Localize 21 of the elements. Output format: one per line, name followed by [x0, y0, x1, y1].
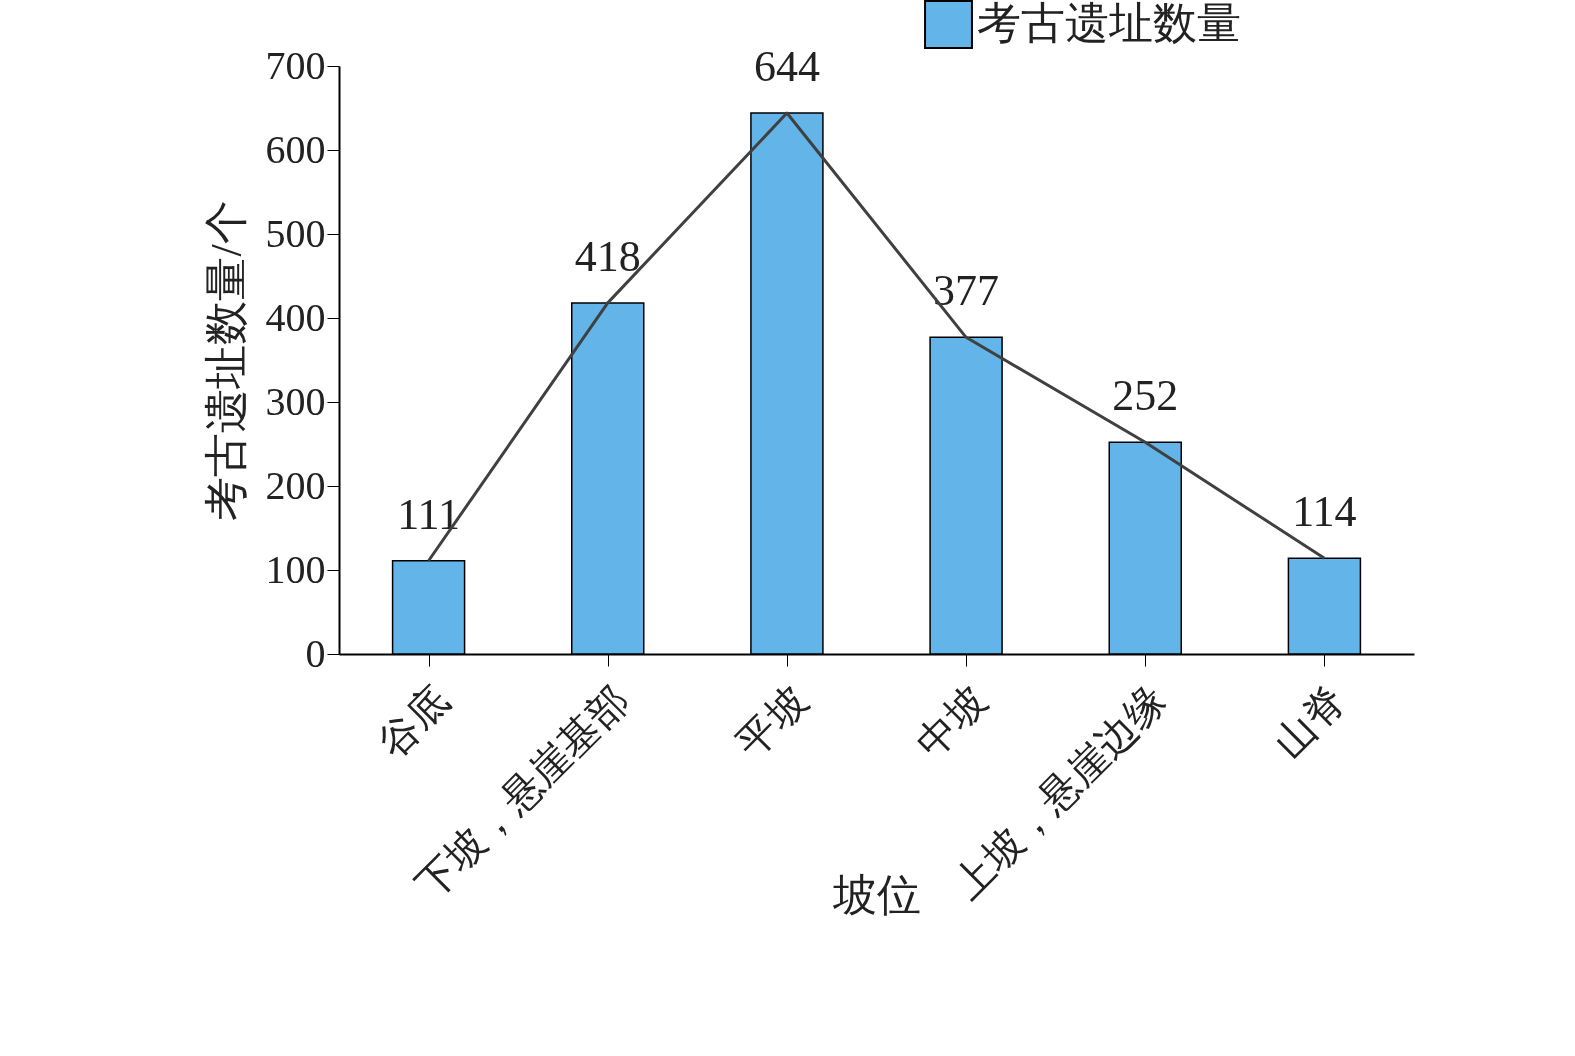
- data-label: 644: [753, 42, 820, 92]
- y-tick-label: 300: [265, 378, 326, 424]
- y-tick-label: 600: [265, 126, 326, 172]
- x-tick-label: 谷底: [369, 677, 459, 767]
- x-tick-label: 平坡: [728, 677, 817, 767]
- data-label: 377: [933, 266, 1000, 316]
- data-label: 111: [397, 489, 460, 539]
- y-tick-label: 200: [265, 462, 326, 508]
- y-tick-label: 700: [265, 42, 326, 88]
- data-label: 252: [1112, 371, 1179, 421]
- data-label: 114: [1292, 487, 1357, 537]
- data-label: 418: [574, 231, 641, 281]
- legend-label: 考古遗址数量: [977, 0, 1241, 48]
- x-axis-title: 坡位: [832, 870, 921, 920]
- y-tick-label: 400: [265, 294, 326, 340]
- y-tick-label: 0: [305, 630, 326, 676]
- x-tick-label: 中坡: [907, 677, 996, 767]
- y-tick-label: 100: [265, 546, 326, 592]
- x-tick-label: 山脊: [1265, 677, 1354, 767]
- y-tick-label: 500: [265, 210, 326, 256]
- y-axis-title: 考古遗址数量/个: [201, 200, 251, 521]
